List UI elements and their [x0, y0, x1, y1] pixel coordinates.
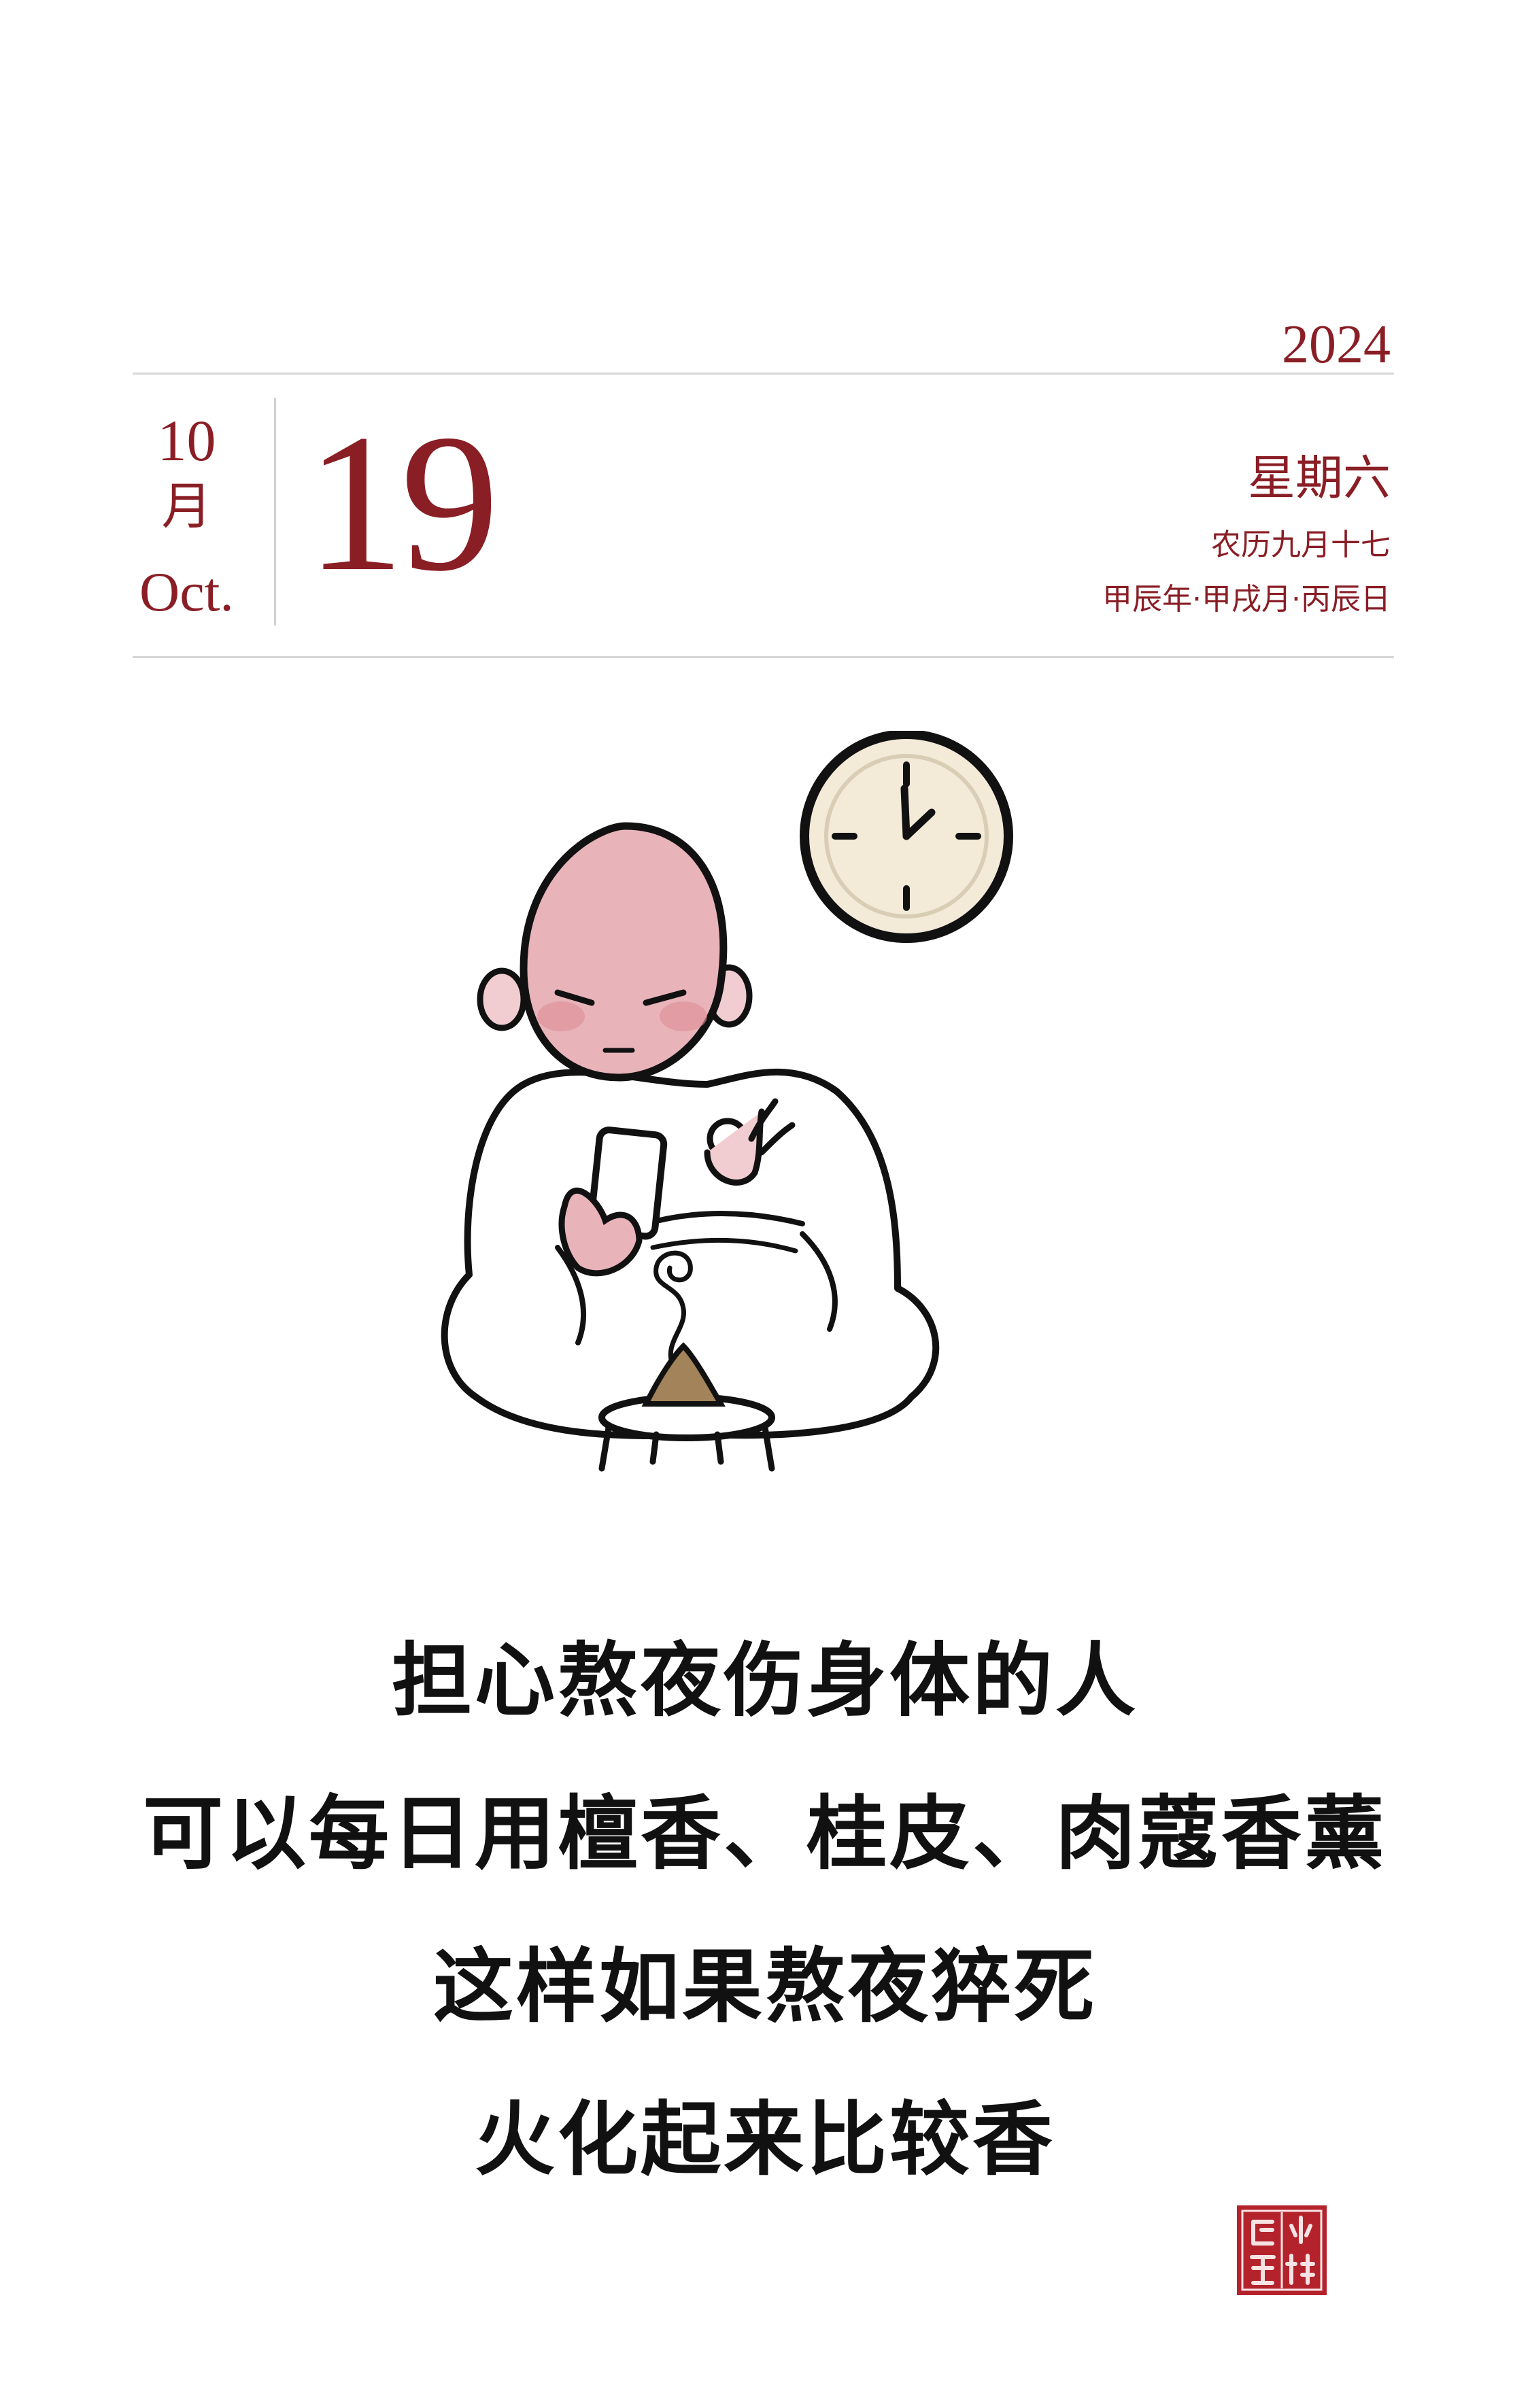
- monk-illustration: [441, 731, 1013, 1472]
- header-top-divider: [133, 373, 1394, 375]
- weekday-label: 星期六: [1248, 450, 1391, 506]
- quote-line: 火化起来比较香: [474, 2093, 1055, 2186]
- quote-line: 担心熬夜伤身体的人: [391, 1634, 1138, 1727]
- day-number: 19: [306, 394, 499, 612]
- month-number: 10: [157, 408, 216, 473]
- date-vertical-divider: [274, 398, 276, 625]
- quote-text: 担心熬夜伤身体的人 可以每日用檀香、桂皮、肉蔻香薰 这样如果熬夜猝死 火化起来比…: [0, 1604, 1530, 2216]
- monk-head: [477, 822, 753, 1082]
- month-character: 月: [161, 477, 212, 536]
- quote-line: 这样如果熬夜猝死: [432, 1940, 1097, 2033]
- ok-hand: [704, 1098, 796, 1186]
- incense-smoke: [653, 1250, 693, 1369]
- ganzhi-date: 甲辰年·甲戌月·丙辰日: [1102, 582, 1391, 617]
- quote-line: 可以每日用檀香、桂皮、肉蔻香薰: [142, 1787, 1387, 1880]
- phone-in-hand: [558, 1126, 668, 1277]
- year-label: 2024: [1282, 315, 1391, 375]
- month-english: Oct.: [139, 561, 234, 623]
- header-bottom-divider: [133, 656, 1394, 658]
- incense-burner-icon: [598, 1342, 775, 1472]
- wall-clock-icon: [800, 731, 1013, 943]
- monk-body: [441, 1069, 940, 1439]
- lunar-date: 农历九月十七: [1211, 528, 1391, 562]
- artist-seal-stamp: [1237, 2205, 1327, 2295]
